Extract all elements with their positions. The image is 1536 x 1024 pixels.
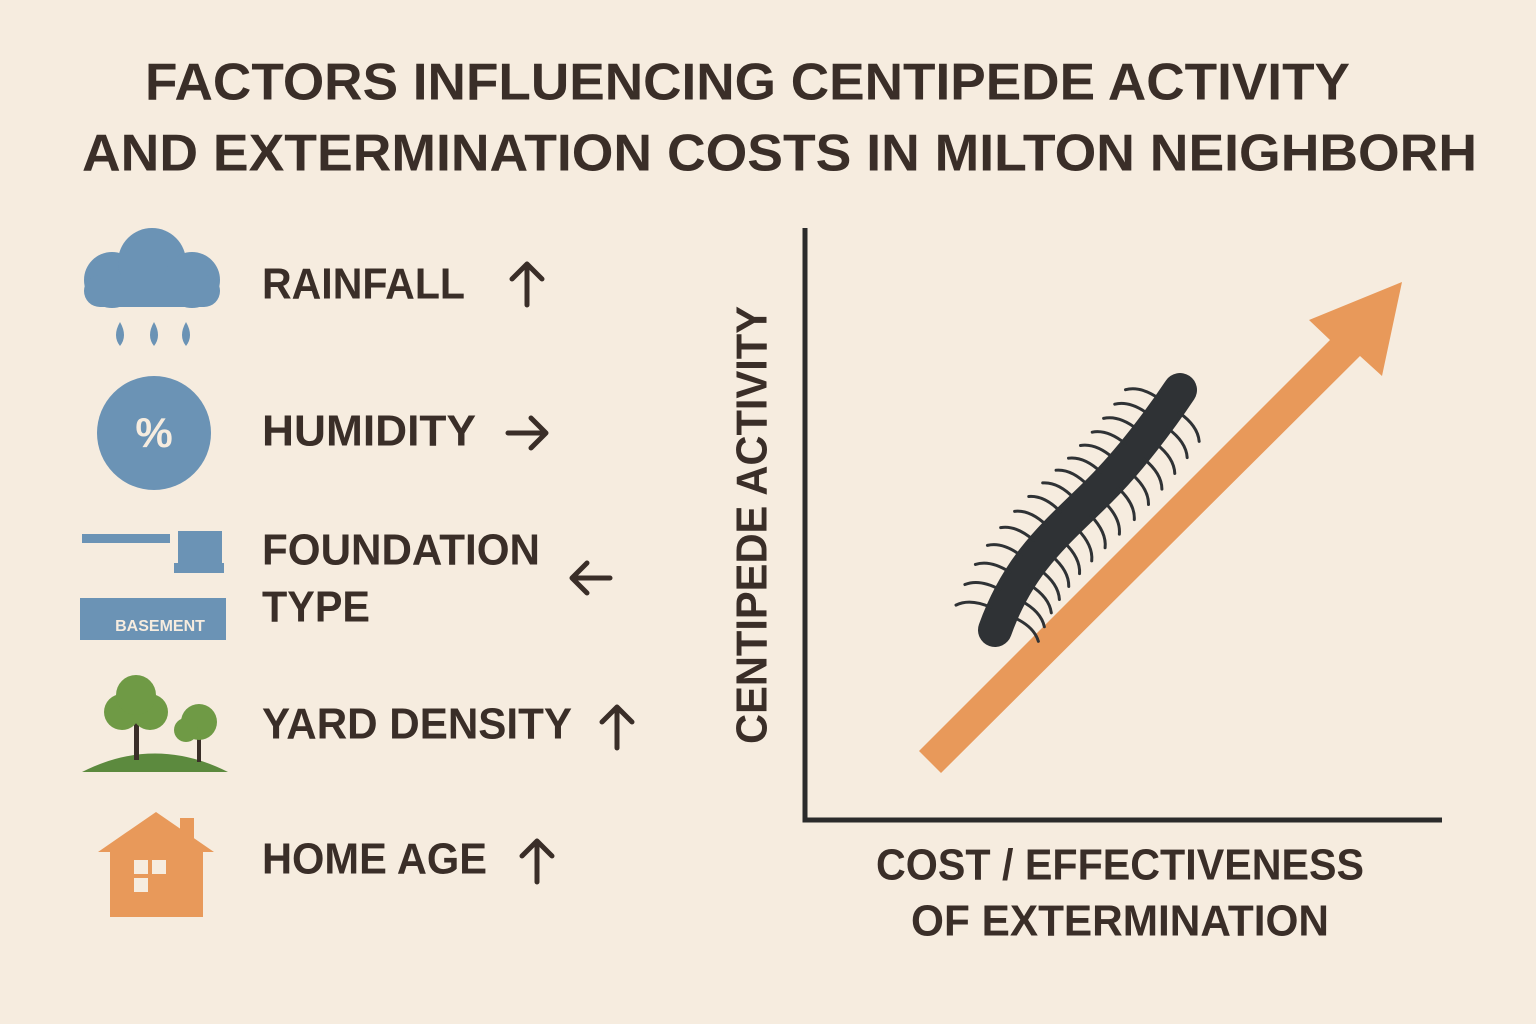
centipede-leg bbox=[1066, 456, 1103, 474]
trend-arrow bbox=[569, 560, 613, 596]
icon-text: BASEMENT bbox=[115, 618, 205, 635]
centipede-leg bbox=[1113, 401, 1150, 416]
centipede-leg bbox=[1123, 387, 1161, 401]
trend-arrow bbox=[599, 704, 635, 751]
centipede-leg bbox=[1011, 615, 1040, 643]
x-axis-label: OF EXTERMINATION bbox=[911, 897, 1329, 946]
centipede-leg bbox=[1075, 527, 1094, 563]
centipede-leg bbox=[1142, 457, 1164, 491]
centipede-leg bbox=[1089, 514, 1107, 550]
centipede-leg bbox=[1054, 468, 1090, 487]
home-icon bbox=[98, 812, 214, 917]
axes bbox=[802, 228, 1442, 823]
trend-arrow-large bbox=[919, 282, 1402, 773]
y-axis-label: CENTIPEDE ACTIVITY bbox=[728, 306, 777, 744]
centipede-leg bbox=[1013, 509, 1049, 528]
yard-icon bbox=[82, 675, 228, 772]
centipede bbox=[954, 373, 1201, 647]
factor-label: FOUNDATION bbox=[262, 526, 540, 575]
centipede-leg bbox=[1177, 411, 1201, 443]
centipede-leg bbox=[954, 600, 993, 609]
centipede-leg bbox=[963, 580, 1002, 591]
title-line: FACTORS INFLUENCING CENTIPEDE ACTIVITY bbox=[145, 54, 1350, 112]
trend-arrow bbox=[505, 415, 549, 451]
factor-label: RAINFALL bbox=[262, 260, 465, 309]
centipede-leg bbox=[999, 525, 1035, 542]
centipede-leg bbox=[1027, 494, 1062, 514]
centipede-leg bbox=[1103, 500, 1121, 536]
centipede-leg bbox=[1038, 568, 1061, 601]
centipede-leg bbox=[1078, 443, 1115, 460]
title-line: AND EXTERMINATION COSTS IN MILTON NEIGHB… bbox=[82, 125, 1477, 183]
centipede-leg bbox=[973, 561, 1012, 574]
centipede-leg bbox=[1050, 554, 1071, 588]
icon-text: % bbox=[135, 409, 172, 456]
trend-arrow bbox=[509, 261, 545, 308]
factor-label: TYPE bbox=[262, 583, 370, 632]
trend-arrow bbox=[519, 838, 555, 885]
centipede-leg bbox=[1102, 416, 1139, 431]
centipede-leg bbox=[1090, 430, 1127, 446]
factor-label: HUMIDITY bbox=[262, 407, 476, 456]
x-axis-label: COST / EFFECTIVENESS bbox=[876, 841, 1364, 890]
centipede-leg bbox=[1028, 583, 1053, 615]
centipede-leg bbox=[1019, 599, 1046, 629]
factor-label: YARD DENSITY bbox=[262, 700, 572, 749]
centipede-leg bbox=[1041, 481, 1076, 500]
centipede-leg bbox=[1116, 486, 1136, 522]
foundation-icon bbox=[80, 531, 226, 640]
centipede-leg bbox=[1166, 426, 1189, 460]
rain-icon bbox=[84, 228, 220, 346]
centipede-leg bbox=[1062, 540, 1082, 576]
factor-label: HOME AGE bbox=[262, 835, 487, 884]
centipede-leg bbox=[1154, 442, 1177, 475]
centipede-leg bbox=[985, 543, 1023, 558]
centipede-leg bbox=[1129, 472, 1150, 506]
humidity-icon bbox=[97, 376, 211, 490]
